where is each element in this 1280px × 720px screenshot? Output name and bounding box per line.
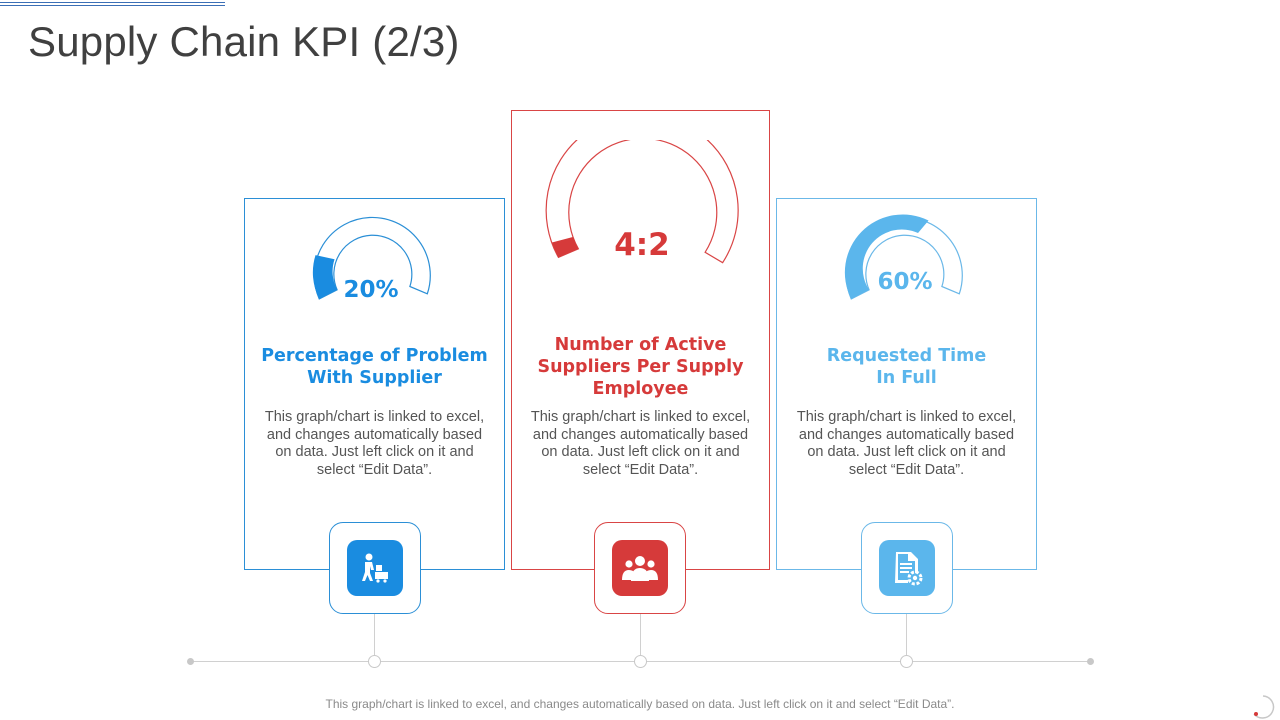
icon-box-document[interactable] — [861, 522, 953, 614]
team-icon — [622, 556, 658, 581]
top-rule — [0, 2, 225, 3]
corner-logo-icon — [1253, 695, 1275, 719]
gauge-chart-60 — [844, 214, 963, 300]
footer-note: This graph/chart is linked to excel, and… — [325, 697, 955, 711]
kpi-value: 4:2 — [614, 227, 670, 263]
icon-box-worker[interactable] — [329, 522, 421, 614]
kpi-card-problem-with-supplier[interactable]: 20% Percentage of Problem With Supplier … — [244, 198, 505, 570]
top-rule — [0, 5, 225, 6]
kpi-title: Percentage of Problem With Supplier — [261, 346, 488, 388]
document-gear-icon — [895, 552, 923, 586]
timeline-stem — [640, 614, 641, 655]
kpi-value: 20% — [343, 277, 399, 303]
gauge-chart-ratio — [545, 140, 739, 264]
kpi-value: 60% — [877, 269, 933, 295]
kpi-title: Number of Active Suppliers Per Supply Em… — [537, 335, 744, 399]
kpi-title: Requested Time In Full — [826, 346, 987, 388]
timeline-end-dot — [1087, 658, 1094, 665]
kpi-card-active-suppliers[interactable]: 4:2 Number of Active Suppliers Per Suppl… — [511, 110, 770, 570]
kpi-description: This graph/chart is linked to excel, and… — [264, 409, 485, 478]
timeline-stem — [374, 614, 375, 655]
timeline-node — [634, 655, 647, 668]
timeline-node — [368, 655, 381, 668]
timeline-stem — [906, 614, 907, 655]
page-title: Supply Chain KPI (2/3) — [28, 18, 460, 65]
kpi-description: This graph/chart is linked to excel, and… — [796, 409, 1017, 478]
kpi-card-requested-time-in-full[interactable]: 60% Requested Time In Full This graph/ch… — [776, 198, 1037, 570]
timeline-start-dot — [187, 658, 194, 665]
kpi-description: This graph/chart is linked to excel, and… — [530, 409, 751, 478]
gauge-chart-20 — [312, 216, 431, 300]
icon-box-team[interactable] — [594, 522, 686, 614]
timeline-node — [900, 655, 913, 668]
worker-cart-icon — [362, 553, 388, 583]
